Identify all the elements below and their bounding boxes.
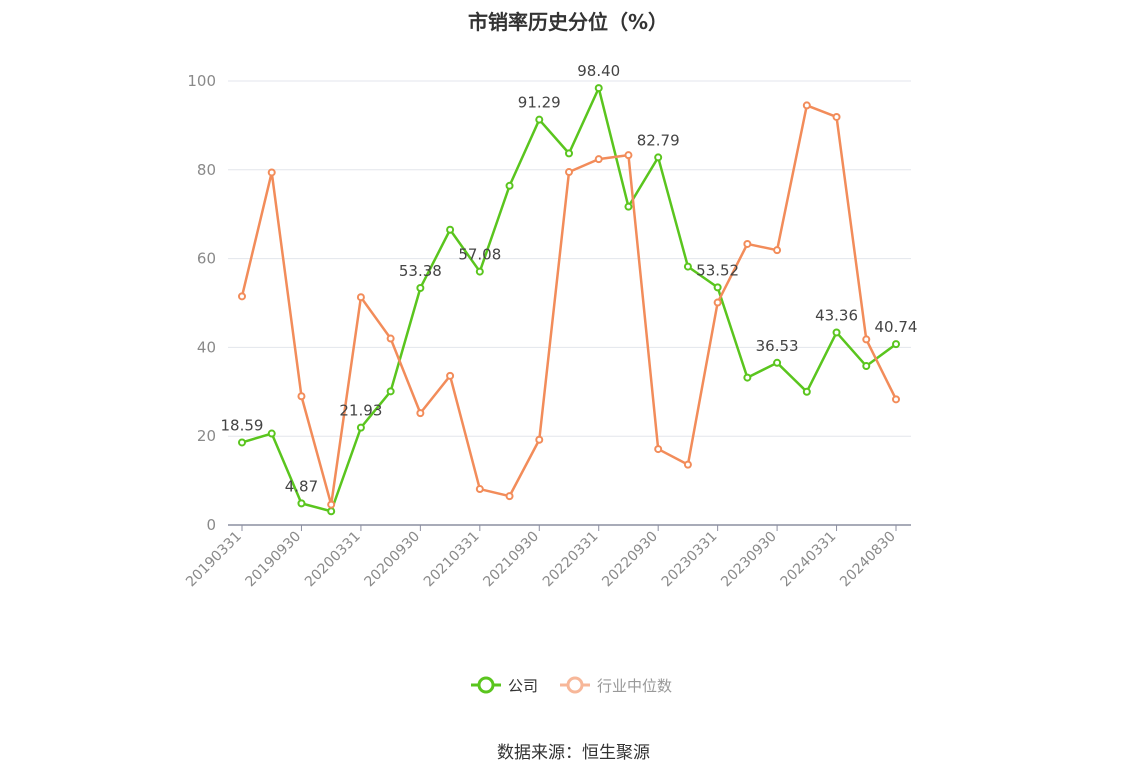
data-label: 57.08 [458,246,501,264]
x-tick-label: 20200331 [302,529,364,591]
data-label: 98.40 [577,62,620,80]
data-point [535,435,544,444]
data-point [654,445,663,454]
data-point [356,293,365,302]
data-points [238,84,900,516]
x-tick-label: 20210930 [480,529,542,591]
data-point [683,460,692,469]
y-tick-label: 20 [197,427,216,445]
data-labels: 18.59 4.87 21.93 53.38 57.08 91.29 98.40 82.79 5… [221,62,918,495]
data-point [713,283,722,292]
x-tick-label: 20230331 [659,529,721,591]
data-point [475,485,484,494]
data-point [594,155,603,164]
data-point [743,373,752,382]
data-point [327,507,336,516]
data-point [683,262,692,271]
data-point [386,334,395,343]
x-tick-label: 20230930 [718,529,780,591]
data-point [743,239,752,248]
data-point [832,328,841,337]
data-point [297,499,306,508]
data-point [832,112,841,121]
data-point [802,387,811,396]
data-point [862,362,871,371]
data-point [267,168,276,177]
data-point [416,409,425,418]
data-point [654,153,663,162]
chart-title: 市销率历史分位（%） [467,10,669,34]
data-point [446,225,455,234]
data-point [475,267,484,276]
data-point [802,101,811,110]
data-point [713,298,722,307]
data-label: 82.79 [637,131,680,149]
grid-lines [228,80,911,437]
legend-marker-company-icon [471,676,501,694]
data-point [773,358,782,367]
data-point [386,387,395,396]
y-tick-label: 40 [197,338,216,356]
data-point [267,429,276,438]
data-source-note: 数据来源：恒生聚源 [497,743,650,763]
data-point [892,395,900,404]
data-label: 40.74 [875,318,918,336]
data-point [892,340,900,349]
data-label: 21.93 [339,402,382,420]
data-point [327,500,336,509]
data-point [416,283,425,292]
legend-label-industry-median: 行业中位数 [597,676,673,695]
x-tick-label: 20240331 [778,529,840,591]
data-point [356,423,365,432]
data-point [446,371,455,380]
data-point [594,84,603,93]
series-line-1 [240,104,898,506]
data-label: 43.36 [815,306,858,324]
data-point [624,202,633,211]
data-point [505,492,514,501]
data-point [238,438,246,447]
data-label: 91.29 [518,94,561,112]
data-point [565,168,573,177]
y-tick-label: 0 [206,516,216,534]
data-point [862,335,871,344]
data-label: 53.52 [696,261,739,279]
data-point [238,292,246,301]
data-label: 36.53 [756,337,799,355]
data-point [565,149,573,158]
legend-item-industry-median[interactable]: 行业中位数 [559,673,672,697]
x-tick-label: 20240830 [837,529,899,591]
data-point [297,392,306,401]
data-point [624,151,633,160]
x-tick-label: 20200930 [361,529,423,591]
x-tick-label: 20220331 [540,529,602,591]
x-tick-label: 20190930 [243,529,305,591]
data-label: 4.87 [285,477,318,495]
legend-label-company: 公司 [508,676,539,695]
y-tick-label: 100 [187,72,216,90]
legend-item-company[interactable]: 公司 [470,673,538,697]
x-tick-label: 20210331 [421,529,483,591]
data-point [535,115,544,124]
data-label: 53.38 [399,262,442,280]
data-point [773,246,782,255]
y-tick-label: 60 [197,250,216,268]
y-tick-label: 80 [197,161,216,179]
data-label: 18.59 [221,416,264,434]
legend-marker-industry-icon [560,676,590,694]
x-tick-label: 20190331 [183,529,245,591]
data-point [505,181,514,190]
x-tick-label: 20220930 [599,529,661,591]
